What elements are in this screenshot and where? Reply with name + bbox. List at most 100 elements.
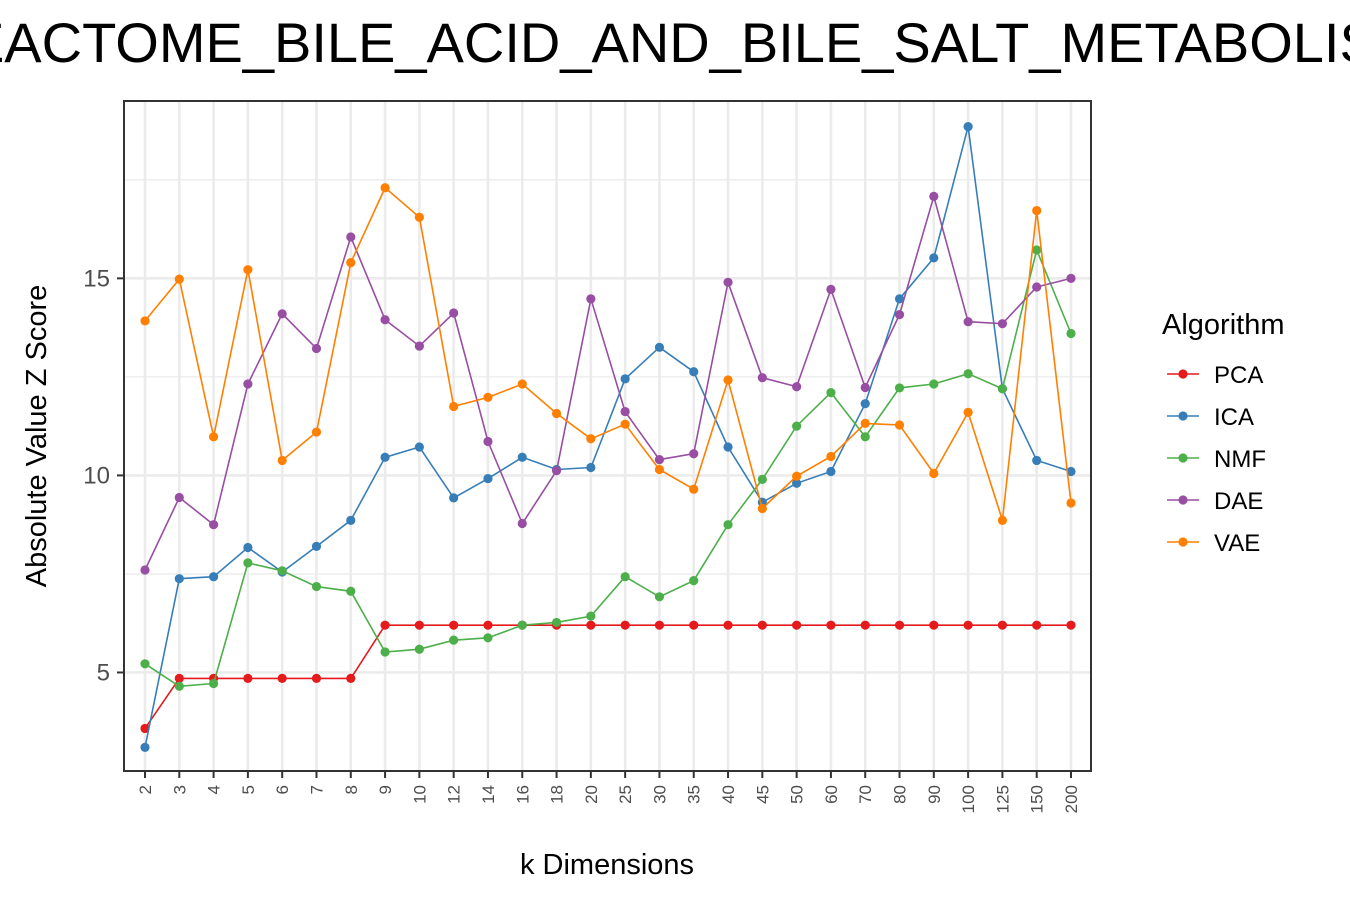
data-point-pca [243,673,253,683]
data-point-vae [723,375,733,385]
data-point-ica [380,452,390,462]
series-vae [140,183,1076,525]
data-point-vae [1032,205,1042,216]
data-point-ica [483,473,493,484]
x-tick-label: 14 [479,785,498,804]
data-point-pca [620,620,630,630]
data-point-dae [449,308,459,318]
data-point-vae [380,183,390,193]
data-point-pca [997,620,1008,630]
data-point-nmf [551,617,562,628]
legend-label-vae: VAE [1214,530,1260,557]
data-point-pca [311,673,322,683]
legend-label-nmf: NMF [1214,446,1266,473]
data-point-dae [1032,282,1042,292]
data-point-pca [140,723,150,734]
series-nmf [140,245,1076,691]
data-point-pca [689,620,699,630]
x-tick-label: 12 [445,785,464,804]
data-point-pca [346,673,356,683]
data-point-ica [826,466,836,477]
data-point-vae [517,379,527,389]
data-point-dae [997,319,1008,329]
data-point-dae [894,310,905,320]
chart-title: REACTOME_BILE_ACID_AND_BILE_SALT_METABOL… [0,11,1350,74]
x-tick-label: 45 [753,785,772,804]
data-point-pca [929,620,939,630]
legend-key-point-dae [1178,495,1188,505]
x-tick-label: 30 [650,785,669,804]
data-point-dae [140,565,150,575]
data-point-ica [1032,455,1042,466]
data-point-dae [483,436,493,447]
legend: Algorithm PCA ICA NMF DAE VAE [1162,309,1285,557]
data-point-nmf [483,633,493,643]
data-point-nmf [380,647,390,657]
legend-key-point-pca [1178,369,1188,379]
x-tick-label: 50 [788,785,807,804]
data-point-dae [586,294,596,304]
data-point-dae [174,492,184,503]
x-axis-title: k Dimensions [520,849,694,881]
data-point-nmf [140,659,150,669]
series-line-nmf [144,247,1072,688]
x-tick-label: 150 [1028,785,1047,813]
data-point-dae [1066,273,1076,283]
x-tick-label: 16 [513,785,532,804]
data-point-vae [483,392,493,402]
data-point-dae [963,317,973,327]
x-tick-label: 18 [548,785,567,804]
data-point-ica [243,542,253,553]
data-point-dae [929,191,939,201]
data-point-nmf [277,566,287,576]
data-point-pca [792,620,802,630]
data-point-ica [208,572,219,582]
data-point-nmf [517,620,527,630]
data-point-nmf [449,635,459,645]
data-point-pca [757,620,767,630]
data-point-vae [449,401,459,412]
data-point-vae [174,274,184,284]
data-point-dae [311,343,322,354]
data-point-nmf [929,379,939,389]
data-point-dae [654,455,665,465]
x-tick-label: 4 [205,785,224,794]
x-tick-label: 7 [307,785,326,794]
series-pca [140,620,1076,734]
data-point-vae [963,407,973,417]
x-tick-label: 25 [616,785,635,804]
data-point-pca [1032,620,1042,630]
series-lines [140,122,1076,752]
data-point-ica [860,399,870,409]
data-point-dae [277,309,287,319]
x-tick-label: 100 [959,785,978,813]
data-point-dae [551,466,562,476]
data-point-vae [208,432,219,442]
series-line-vae [144,186,1072,521]
data-point-nmf [963,369,973,379]
data-point-pca [277,673,287,683]
data-point-ica [689,367,699,377]
data-point-nmf [860,432,870,442]
data-point-ica [174,574,184,584]
data-point-pca [586,620,596,630]
data-point-ica [346,515,356,525]
data-point-vae [860,418,870,428]
data-point-vae [551,408,562,419]
y-tick-label: 15 [83,265,110,292]
data-point-pca [860,620,870,630]
x-tick-label: 5 [239,785,258,794]
data-point-vae [757,503,767,514]
x-tick-label: 60 [822,785,841,804]
data-point-nmf [1032,245,1042,255]
data-point-dae [689,449,699,459]
data-point-pca [483,620,493,630]
x-tick-label: 35 [685,785,704,804]
x-tick-label: 80 [891,785,910,804]
data-point-nmf [1066,328,1076,339]
data-point-vae [243,265,253,275]
data-point-ica [654,342,665,352]
data-point-vae [277,455,287,466]
data-point-dae [346,232,356,242]
